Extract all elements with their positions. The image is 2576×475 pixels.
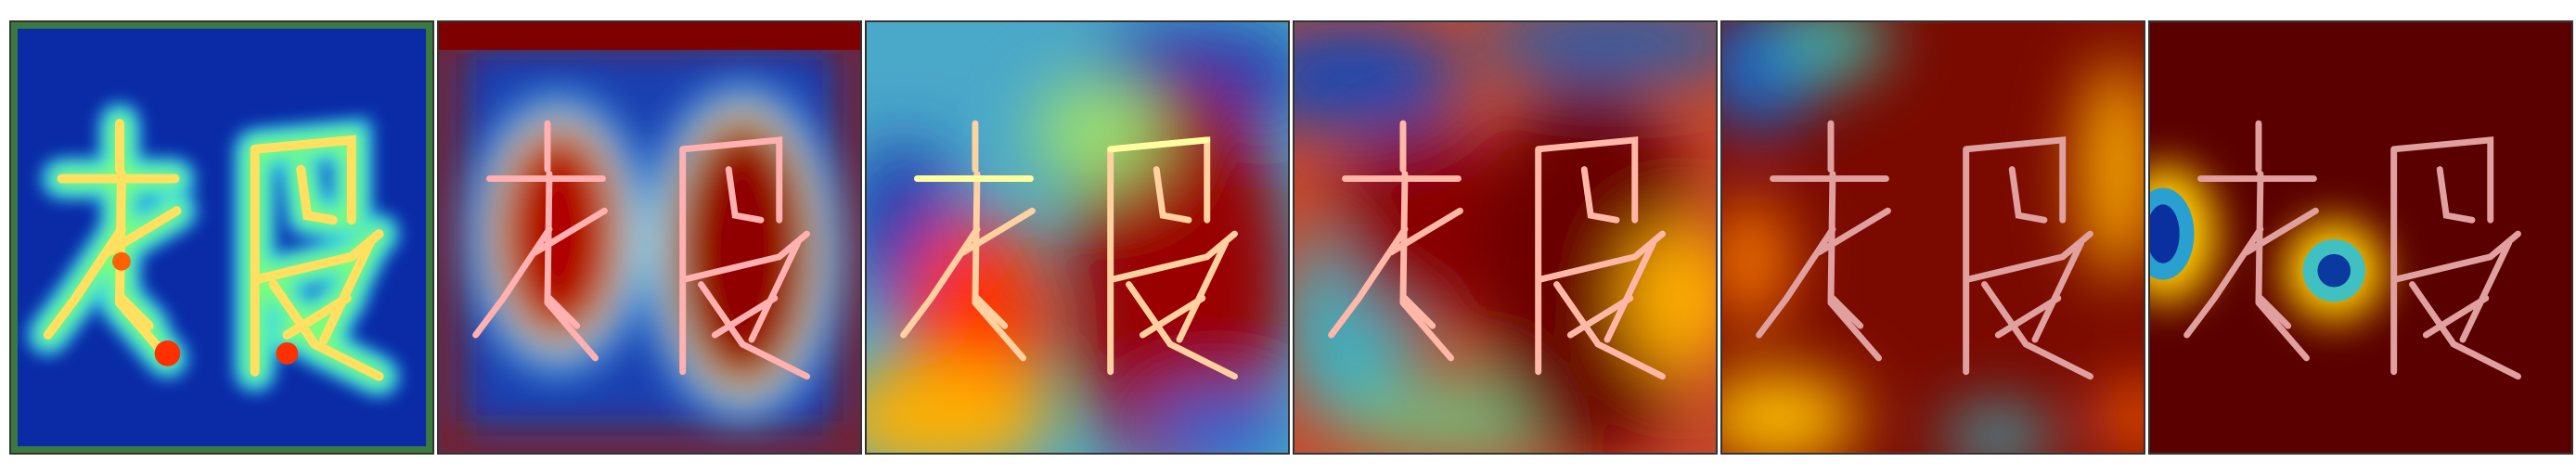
attention-map-1 [9,20,434,455]
attention-map-1-canvas [11,22,432,453]
attention-map-4 [1293,20,1718,455]
attention-map-4-canvas [1294,22,1716,453]
attention-map-3-canvas [867,22,1288,453]
attention-map-6 [2148,20,2573,455]
attention-map-2-canvas [439,22,860,453]
attention-map-2 [437,20,862,455]
attention-map-5 [1720,20,2145,455]
attention-map-3 [865,20,1290,455]
attention-map-6-canvas [2150,22,2571,453]
attention-map-5-canvas [1722,22,2144,453]
